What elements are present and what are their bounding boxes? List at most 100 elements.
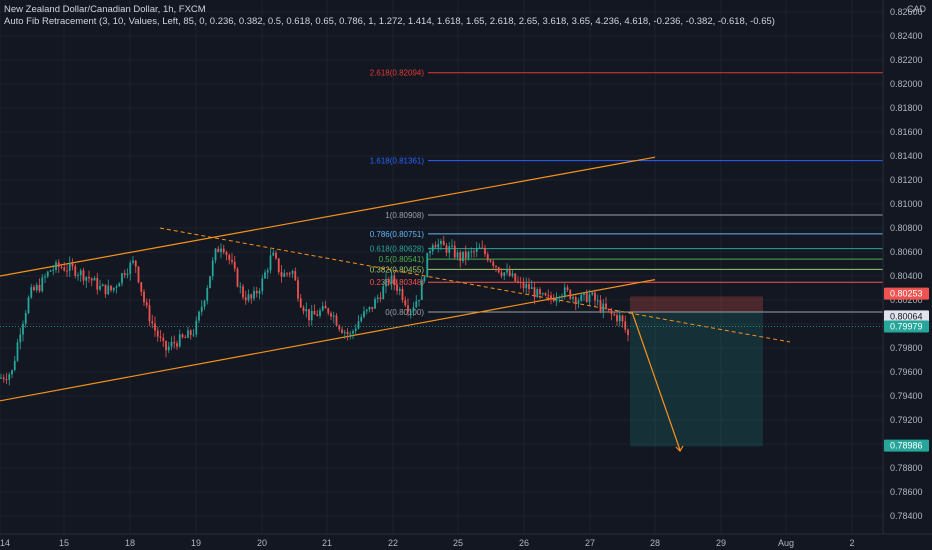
y-tick-label: 0.81800 <box>890 103 923 113</box>
candle-body <box>464 251 467 259</box>
candle-body <box>357 321 360 329</box>
candle-body <box>107 285 110 295</box>
y-tick-label: 0.80400 <box>890 271 923 281</box>
candle-body <box>343 332 346 334</box>
candle-body <box>341 329 343 333</box>
candle-body <box>236 268 239 287</box>
candle-body <box>27 297 30 314</box>
candle-body <box>294 271 297 281</box>
candle-body <box>404 300 407 306</box>
y-tick-label: 0.82000 <box>890 79 923 89</box>
fib-level-label: 0(0.80100) <box>385 308 424 317</box>
candle-body <box>547 295 550 297</box>
candle-body <box>154 323 156 331</box>
candle-body <box>176 343 178 347</box>
candle-body <box>379 297 382 300</box>
y-tick-label: 0.81200 <box>890 175 923 185</box>
candle-body <box>610 310 613 314</box>
candle-body <box>203 300 206 307</box>
candle-body <box>599 300 602 312</box>
candle-body <box>30 287 33 298</box>
candle-body <box>57 262 60 267</box>
candle-body <box>613 313 616 316</box>
candle-body <box>129 262 132 274</box>
candle-body <box>508 270 511 276</box>
price-badge <box>884 310 929 323</box>
candle-body <box>244 297 247 301</box>
candle-body <box>541 293 544 295</box>
candle-body <box>618 315 621 322</box>
fib-level-label: 0.5(0.80541) <box>379 255 425 264</box>
stop-loss-zone <box>630 296 763 312</box>
candle-body <box>134 260 137 267</box>
candle-body <box>206 288 209 301</box>
candle-body <box>456 252 459 258</box>
candle-body <box>22 323 24 335</box>
indicator-legend[interactable]: Auto Fib Retracement (3, 10, Values, Lef… <box>4 16 775 27</box>
candle-body <box>462 251 464 261</box>
candle-body <box>409 311 412 313</box>
candle-body <box>305 309 308 312</box>
candle-body <box>574 297 577 304</box>
candle-body <box>156 330 159 337</box>
candle-body <box>415 301 418 308</box>
candle-body <box>11 370 13 375</box>
candle-body <box>225 252 228 256</box>
x-tick-label: Aug <box>778 538 794 548</box>
candle-body <box>591 292 594 295</box>
candle-body <box>486 254 489 261</box>
candle-body <box>93 277 96 281</box>
candle-body <box>19 334 22 343</box>
candle-body <box>269 255 272 271</box>
candle-body <box>330 313 332 317</box>
x-tick-label: 29 <box>716 538 726 548</box>
candle-body <box>253 290 255 299</box>
candle-body <box>607 308 610 311</box>
candle-body <box>396 284 398 291</box>
candle-body <box>583 292 585 295</box>
candle-body <box>143 291 145 303</box>
candle-body <box>68 263 71 271</box>
y-tick-label: 0.81000 <box>890 199 923 209</box>
candle-body <box>195 320 198 335</box>
x-tick-label: 15 <box>59 538 69 548</box>
candle-body <box>189 330 192 335</box>
x-tick-label: 25 <box>453 538 463 548</box>
candle-body <box>0 377 2 379</box>
candle-body <box>528 284 530 290</box>
candle-body <box>572 297 574 299</box>
candle-body <box>346 332 349 335</box>
fib-level-label: 0.786(0.80751) <box>370 230 425 239</box>
candle-body <box>159 336 162 338</box>
candle-body <box>231 259 233 262</box>
candle-body <box>272 252 275 256</box>
price-badge-label: 0.80064 <box>890 311 923 321</box>
candle-body <box>321 305 324 311</box>
x-tick-label: 2 <box>849 538 854 548</box>
candle-body <box>41 277 44 292</box>
candle-body <box>536 289 539 298</box>
candle-body <box>44 276 46 278</box>
candle-body <box>605 303 607 309</box>
y-tick-label: 0.81600 <box>890 127 923 137</box>
candle-body <box>46 271 49 277</box>
candle-body <box>335 315 338 326</box>
candle-body <box>533 287 536 298</box>
price-badge-label: 0.79979 <box>890 322 923 332</box>
candle-body <box>99 286 101 290</box>
dashed-trendline <box>159 227 791 343</box>
candle-body <box>627 329 629 336</box>
y-tick-label: 0.80800 <box>890 223 923 233</box>
time-axis <box>0 534 932 550</box>
candle-body <box>371 306 374 309</box>
candle-body <box>484 248 486 255</box>
candle-body <box>112 287 115 291</box>
y-tick-label: 0.79400 <box>890 391 923 401</box>
candle-body <box>519 282 522 284</box>
candle-body <box>481 247 484 249</box>
candle-body <box>302 307 305 312</box>
candle-body <box>211 260 214 277</box>
candle-body <box>401 289 404 301</box>
symbol-title[interactable]: New Zealand Dollar/Canadian Dollar, 1h, … <box>4 4 206 15</box>
